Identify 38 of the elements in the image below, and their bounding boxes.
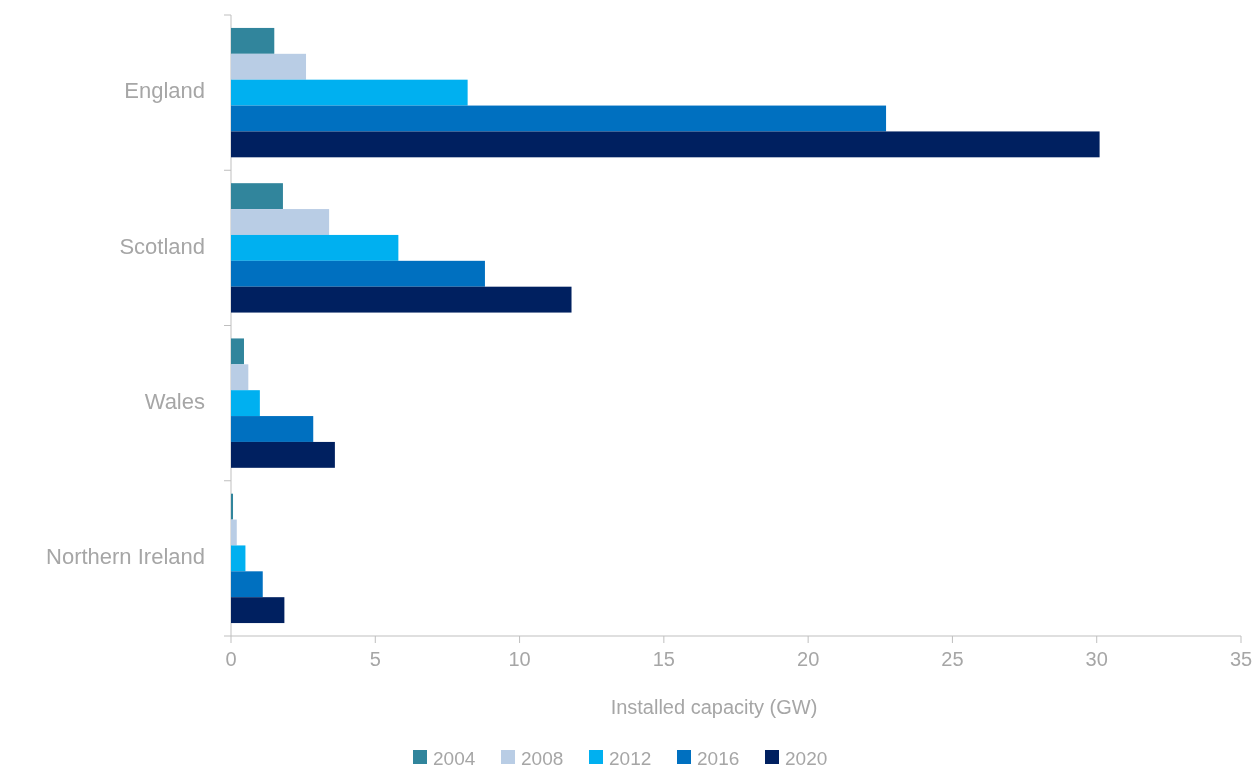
legend-label: 2016 [697, 748, 740, 769]
x-tick-label: 5 [369, 648, 381, 670]
x-tick-label: 30 [1085, 648, 1108, 670]
bar [231, 571, 263, 598]
legend-label: 2004 [433, 748, 476, 769]
y-tick-label: Scotland [119, 233, 205, 259]
bar [231, 597, 285, 624]
x-tick-label: 10 [508, 648, 531, 670]
bar [231, 27, 275, 54]
bar [231, 260, 485, 287]
bar [231, 519, 237, 546]
bar [231, 209, 330, 235]
legend-label: 2012 [609, 748, 652, 769]
x-tick-label: 15 [652, 648, 675, 670]
x-tick-label: 25 [941, 648, 964, 670]
x-axis-title: Installed capacity (GW) [610, 696, 818, 718]
bar [231, 79, 468, 106]
bar [231, 416, 314, 442]
y-tick-label: Wales [144, 388, 205, 414]
bar [231, 390, 260, 417]
bar [231, 234, 399, 261]
legend-label: 2008 [521, 748, 564, 769]
y-tick-label: Northern Ireland [46, 544, 205, 570]
x-tick-label: 0 [225, 648, 237, 670]
bar [231, 545, 246, 572]
y-tick-label: England [124, 78, 205, 104]
x-tick-label: 20 [797, 648, 820, 670]
bar [231, 183, 283, 210]
bar [231, 441, 335, 468]
bar [231, 493, 234, 520]
x-tick-label: 35 [1229, 648, 1253, 670]
bar [231, 105, 887, 132]
bar [231, 338, 244, 365]
bar [231, 364, 249, 391]
legend-label: 2020 [785, 748, 828, 769]
bar [231, 131, 1100, 158]
bar [231, 286, 572, 313]
bar [231, 53, 307, 80]
